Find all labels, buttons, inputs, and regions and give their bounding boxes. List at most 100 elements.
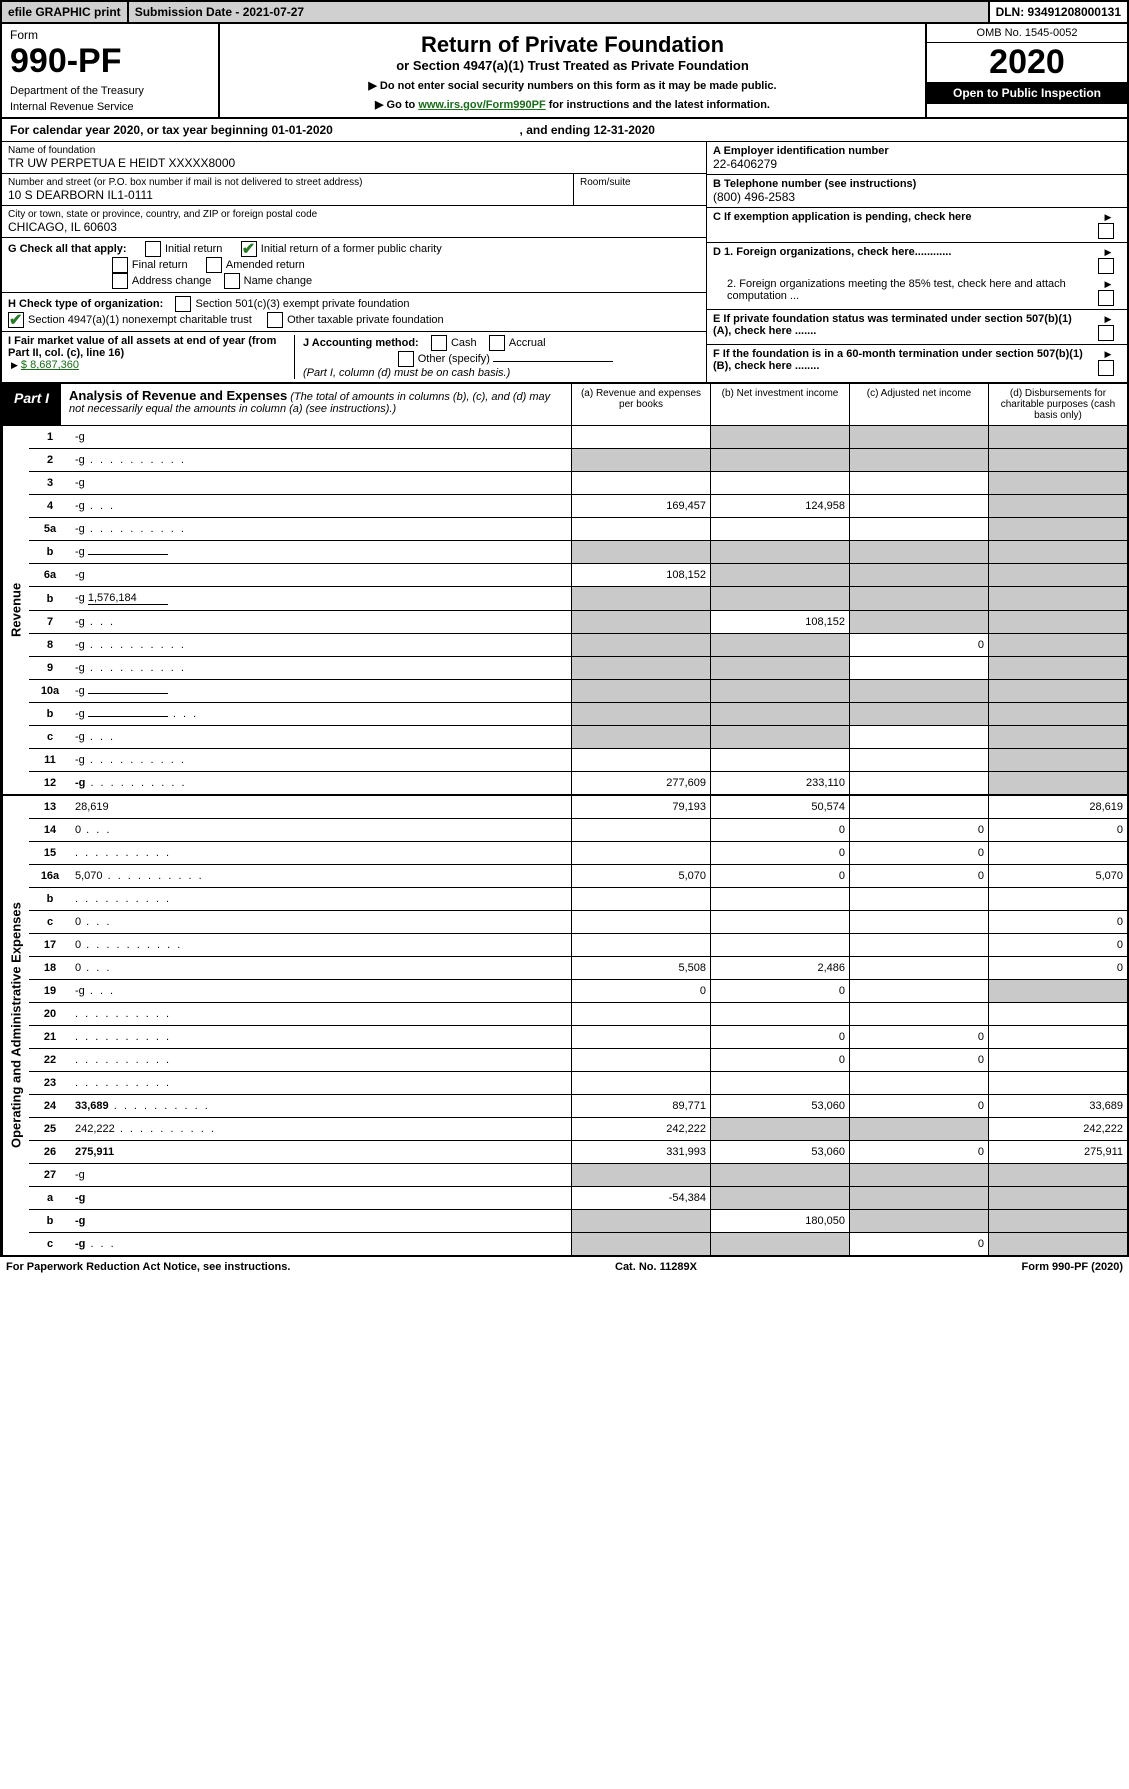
info-grid: Name of foundation TR UW PERPETUA E HEID…: [0, 142, 1129, 384]
line-8: 8-g0: [29, 634, 1127, 657]
line-7: 7-g108,152: [29, 611, 1127, 634]
checkbox-501c3[interactable]: [175, 296, 191, 312]
dept-treasury: Department of the Treasury: [10, 85, 210, 97]
checkbox-other-method[interactable]: [398, 351, 414, 367]
line-24: 2433,68989,77153,060033,689: [29, 1095, 1127, 1118]
e-label: E If private foundation status was termi…: [713, 313, 1072, 337]
c-label: C If exemption application is pending, c…: [713, 211, 972, 223]
ein-value: 22-6406279: [713, 157, 777, 171]
checkbox-other-taxable[interactable]: [267, 312, 283, 328]
foundation-name-cell: Name of foundation TR UW PERPETUA E HEID…: [2, 142, 706, 174]
line-13: 1328,61979,19350,57428,619: [29, 796, 1127, 819]
line-a: a-g-54,384: [29, 1187, 1127, 1210]
checkbox-f[interactable]: [1098, 360, 1114, 376]
address: 10 S DEARBORN IL1-0111: [8, 188, 567, 202]
opt-4947: Section 4947(a)(1) nonexempt charitable …: [28, 314, 252, 326]
checkbox-d2[interactable]: [1098, 290, 1114, 306]
col-a-header: (a) Revenue and expenses per books: [571, 384, 710, 425]
submission-date: Submission Date - 2021-07-27: [129, 2, 990, 22]
phone-value: (800) 496-2583: [713, 190, 795, 204]
part-1-header: Part I Analysis of Revenue and Expenses …: [0, 384, 1129, 426]
checkbox-final-return[interactable]: [112, 257, 128, 273]
checkbox-initial-return[interactable]: [145, 241, 161, 257]
opt-cash: Cash: [451, 337, 477, 349]
opt-amended: Amended return: [226, 259, 305, 271]
revenue-section: Revenue 1-g2-g3-g4-g169,457124,9585a-gb-…: [0, 426, 1129, 796]
info-left: Name of foundation TR UW PERPETUA E HEID…: [2, 142, 707, 382]
header-right: OMB No. 1545-0052 2020 Open to Public In…: [925, 24, 1127, 117]
revenue-side-label: Revenue: [2, 426, 29, 794]
instruction-1: ▶ Do not enter social security numbers o…: [230, 79, 915, 92]
opt-other-taxable: Other taxable private foundation: [287, 314, 444, 326]
line-3: 3-g: [29, 472, 1127, 495]
line-25: 25242,222242,222242,222: [29, 1118, 1127, 1141]
checkbox-former-charity[interactable]: [241, 241, 257, 257]
checkbox-accrual[interactable]: [489, 335, 505, 351]
instr2-post: for instructions and the latest informat…: [546, 99, 770, 111]
section-d: D 1. Foreign organizations, check here..…: [707, 243, 1127, 310]
checkbox-name-change[interactable]: [224, 273, 240, 289]
line-9: 9-g: [29, 657, 1127, 680]
fmv-amount-link[interactable]: $ 8,687,360: [21, 359, 79, 371]
checkbox-e[interactable]: [1098, 325, 1114, 341]
line-c: c00: [29, 911, 1127, 934]
efile-button[interactable]: efile GRAPHIC print: [2, 2, 129, 22]
line-18: 1805,5082,4860: [29, 957, 1127, 980]
form-number: 990-PF: [10, 42, 210, 81]
top-bar: efile GRAPHIC print Submission Date - 20…: [0, 0, 1129, 24]
checkbox-cash[interactable]: [431, 335, 447, 351]
addr-label: Number and street (or P.O. box number if…: [8, 177, 567, 188]
line-b: b-g: [29, 703, 1127, 726]
opt-other-method: Other (specify): [418, 353, 490, 365]
line-6a: 6a-g108,152: [29, 564, 1127, 587]
part-tab: Part I: [2, 384, 61, 425]
line-2: 2-g: [29, 449, 1127, 472]
line-27: 27-g: [29, 1164, 1127, 1187]
header-left: Form 990-PF Department of the Treasury I…: [2, 24, 220, 117]
form-title: Return of Private Foundation: [230, 32, 915, 58]
footer-right: Form 990-PF (2020): [1022, 1261, 1123, 1273]
foundation-name: TR UW PERPETUA E HEIDT XXXXX8000: [8, 156, 700, 170]
form-link[interactable]: www.irs.gov/Form990PF: [418, 99, 545, 111]
line-b: b-g: [29, 541, 1127, 564]
form-subtitle: or Section 4947(a)(1) Trust Treated as P…: [230, 58, 915, 73]
opt-accrual: Accrual: [509, 337, 546, 349]
section-j: J Accounting method: Cash Accrual Other …: [295, 335, 700, 379]
city: CHICAGO, IL 60603: [8, 220, 700, 234]
form-header: Form 990-PF Department of the Treasury I…: [0, 24, 1129, 119]
phone-label: B Telephone number (see instructions): [713, 178, 916, 190]
cal-begin: 01-01-2020: [271, 123, 332, 137]
checkbox-c[interactable]: [1098, 223, 1114, 239]
line-23: 23: [29, 1072, 1127, 1095]
form-label: Form: [10, 28, 210, 42]
checkbox-d1[interactable]: [1098, 258, 1114, 274]
checkbox-4947[interactable]: [8, 312, 24, 328]
checkbox-address-change[interactable]: [112, 273, 128, 289]
omb-number: OMB No. 1545-0052: [927, 24, 1127, 43]
room-suite-cell: Room/suite: [574, 174, 706, 205]
line-16a: 16a5,0705,070005,070: [29, 865, 1127, 888]
ein-cell: A Employer identification number 22-6406…: [707, 142, 1127, 175]
f-label: F If the foundation is in a 60-month ter…: [713, 348, 1083, 372]
revenue-table: 1-g2-g3-g4-g169,457124,9585a-gb-g 6a-g10…: [29, 426, 1127, 794]
g-label: G Check all that apply:: [8, 243, 127, 255]
line-12: 12-g277,609233,110: [29, 772, 1127, 795]
irs-label: Internal Revenue Service: [10, 101, 210, 113]
checkbox-amended[interactable]: [206, 257, 222, 273]
j-note: (Part I, column (d) must be on cash basi…: [303, 367, 510, 379]
opt-former-charity: Initial return of a former public charit…: [261, 243, 442, 255]
expenses-side-label: Operating and Administrative Expenses: [2, 796, 29, 1255]
section-ij: I Fair market value of all assets at end…: [2, 332, 706, 382]
h-label: H Check type of organization:: [8, 298, 163, 310]
phone-cell: B Telephone number (see instructions) (8…: [707, 175, 1127, 208]
d2-label: 2. Foreign organizations meeting the 85%…: [727, 278, 1066, 302]
line-4: 4-g169,457124,958: [29, 495, 1127, 518]
line-b: b-g 1,576,184: [29, 587, 1127, 611]
tax-year: 2020: [927, 43, 1127, 82]
line-15: 1500: [29, 842, 1127, 865]
line-b: b: [29, 888, 1127, 911]
line-14: 140000: [29, 819, 1127, 842]
cal-mid: , and ending: [520, 123, 594, 137]
instruction-2: ▶ Go to www.irs.gov/Form990PF for instru…: [230, 98, 915, 111]
line-22: 2200: [29, 1049, 1127, 1072]
